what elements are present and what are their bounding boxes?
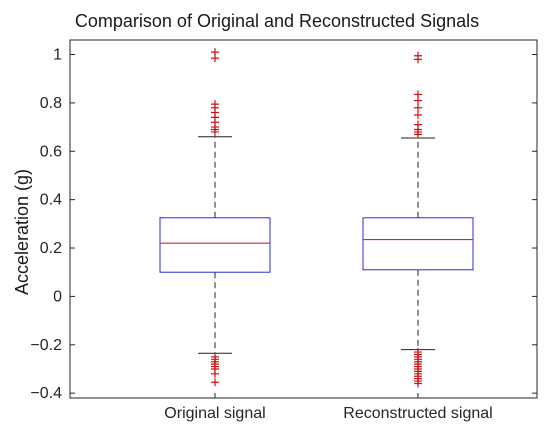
iqr-box [362, 217, 474, 271]
x-axis-categories: Original signal Reconstructed signal [164, 393, 493, 422]
box-reconstructed [362, 51, 474, 388]
y-tick-label: 0.6 [40, 143, 62, 160]
outlier-point [414, 96, 422, 105]
y-tick-label: 0.2 [40, 240, 62, 257]
outlier-point [211, 127, 219, 136]
outlier-point [414, 379, 422, 388]
x-category-label: Original signal [164, 405, 265, 422]
outlier-point [414, 103, 422, 112]
outlier-point [414, 55, 422, 64]
box-original [159, 48, 271, 387]
y-axis-ticks: −0.4 −0.2 0 0.2 0.4 0.6 0.8 1 [30, 47, 537, 402]
outlier-point [211, 369, 219, 378]
y-axis-label: Acceleration (g) [12, 169, 32, 295]
y-tick-label: 1 [53, 47, 62, 64]
outlier-point [414, 110, 422, 119]
outlier-point [414, 130, 422, 139]
chart-title: Comparison of Original and Reconstructed… [75, 11, 479, 31]
boxes-layer [159, 48, 474, 388]
y-tick-label: 0 [53, 288, 62, 305]
y-tick-label: −0.2 [30, 337, 62, 354]
y-tick-label: −0.4 [30, 385, 62, 402]
y-tick-label: 0.8 [40, 95, 62, 112]
outlier-point [211, 54, 219, 63]
y-tick-label: 0.4 [40, 192, 62, 209]
x-category-label: Reconstructed signal [343, 405, 492, 422]
plot-area-frame [69, 39, 538, 399]
outlier-point [211, 378, 219, 387]
iqr-box [159, 217, 271, 273]
